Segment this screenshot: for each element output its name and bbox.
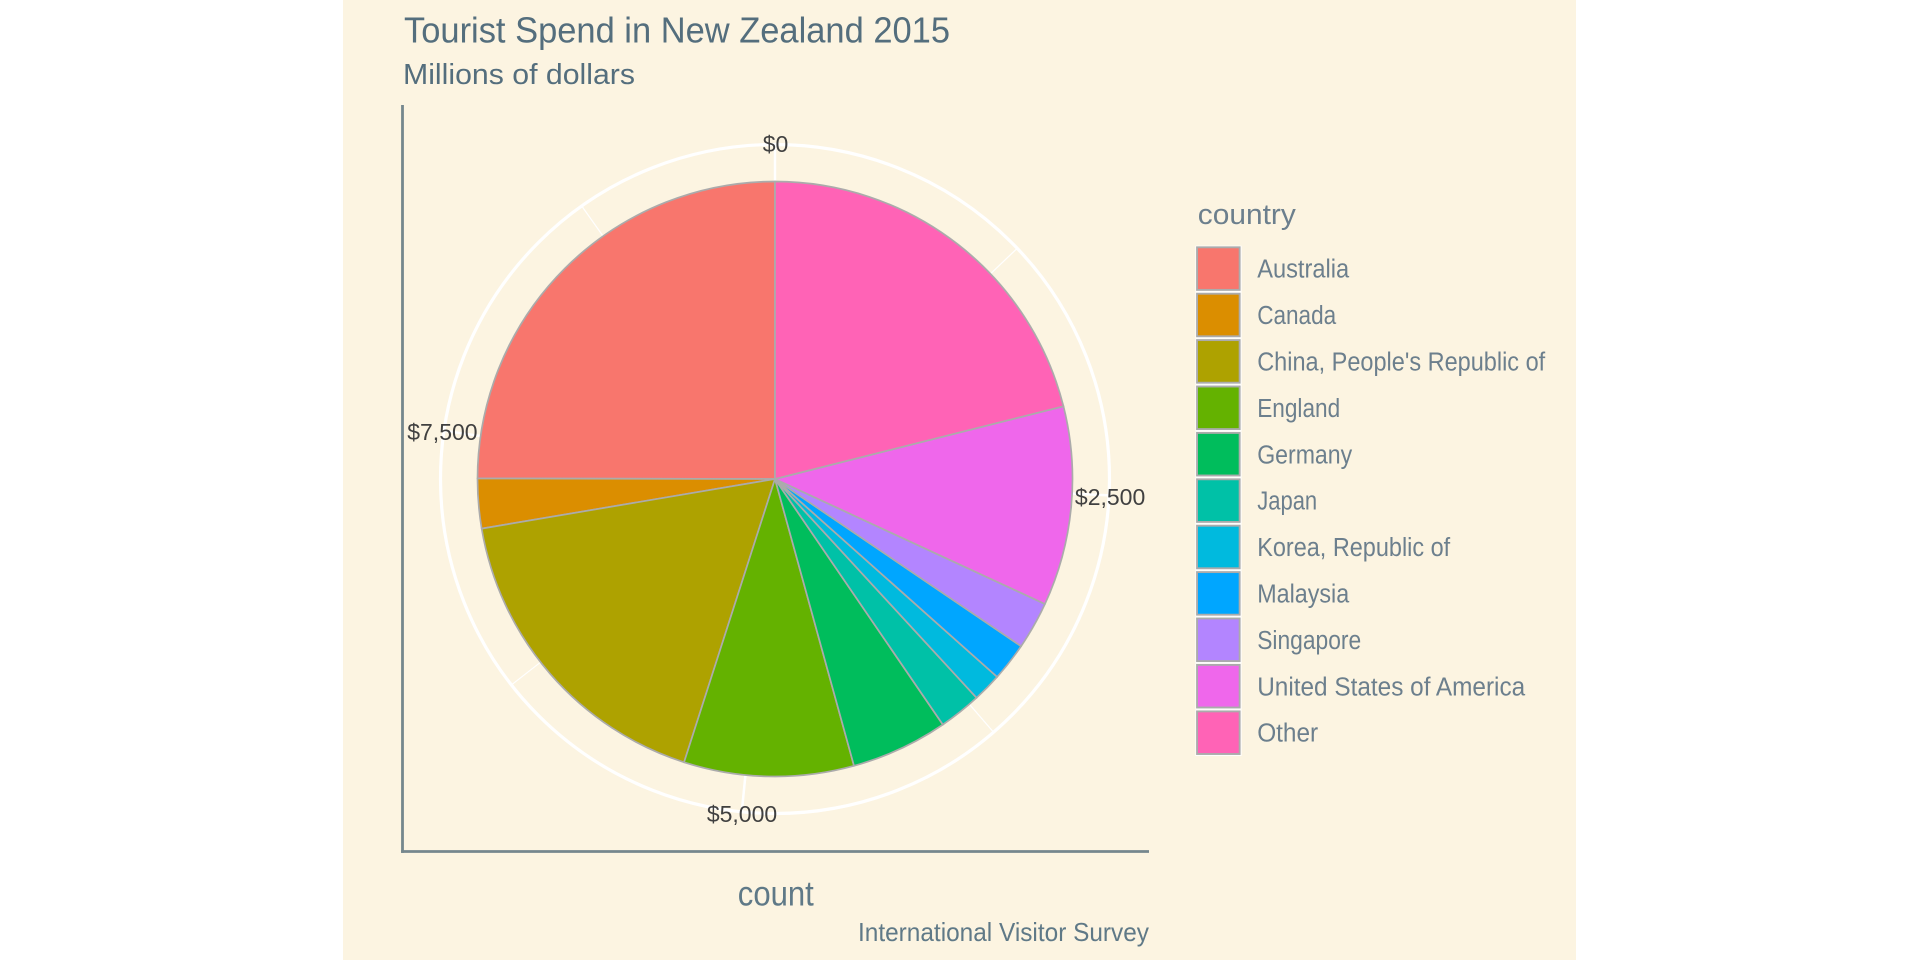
svg-text:count: count: [738, 875, 814, 914]
svg-text:$0: $0: [763, 131, 789, 157]
svg-text:Millions of dollars: Millions of dollars: [403, 59, 635, 91]
svg-text:Germany: Germany: [1257, 441, 1352, 469]
svg-text:International Visitor Survey: International Visitor Survey: [858, 917, 1149, 947]
svg-text:Singapore: Singapore: [1257, 627, 1361, 655]
svg-text:Korea, Republic of: Korea, Republic of: [1257, 534, 1451, 562]
svg-text:Malaysia: Malaysia: [1257, 581, 1350, 609]
svg-text:country: country: [1198, 199, 1297, 231]
svg-text:$7,500: $7,500: [407, 419, 477, 445]
svg-text:Other: Other: [1257, 720, 1318, 748]
svg-text:China, People's Republic of: China, People's Republic of: [1257, 349, 1546, 377]
svg-text:Tourist Spend in New Zealand 2: Tourist Spend in New Zealand 2015: [404, 9, 950, 50]
svg-text:$2,500: $2,500: [1075, 484, 1145, 510]
svg-text:Japan: Japan: [1257, 488, 1317, 516]
svg-text:Canada: Canada: [1257, 302, 1337, 330]
svg-text:$5,000: $5,000: [707, 801, 777, 827]
svg-text:Australia: Australia: [1257, 256, 1350, 284]
svg-text:United States of America: United States of America: [1257, 673, 1526, 701]
svg-text:England: England: [1257, 395, 1340, 423]
